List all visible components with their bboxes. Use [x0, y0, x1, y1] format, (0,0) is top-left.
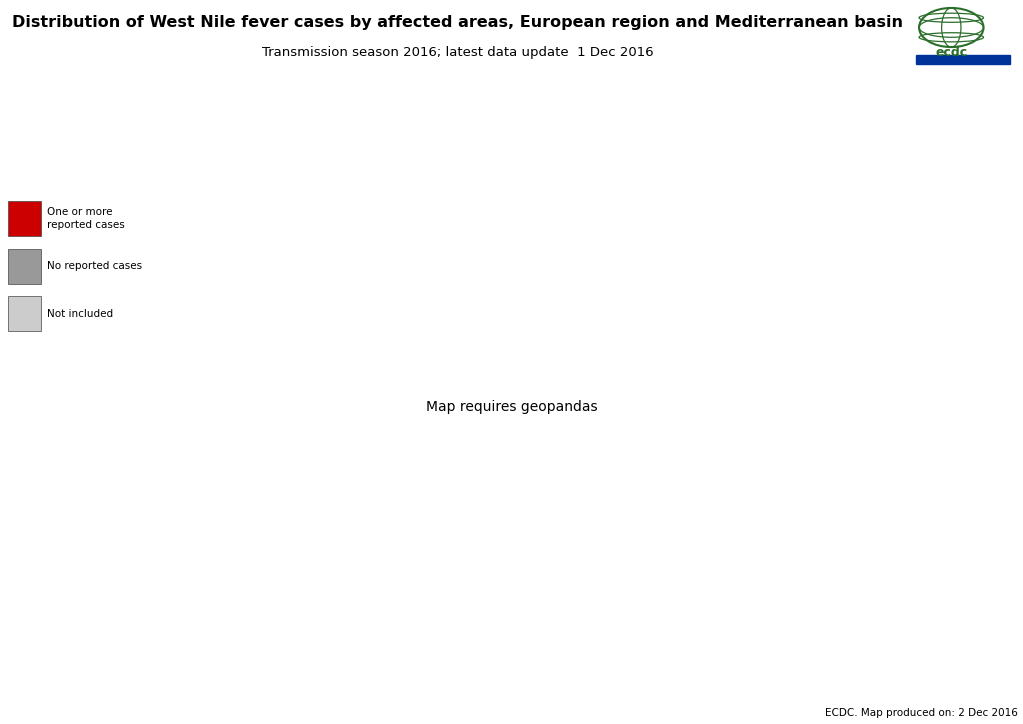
FancyBboxPatch shape [8, 296, 41, 332]
Bar [916, 55, 1011, 64]
Text: Map requires geopandas: Map requires geopandas [426, 400, 597, 414]
FancyBboxPatch shape [8, 201, 41, 236]
Text: Transmission season 2016; latest data update  1 Dec 2016: Transmission season 2016; latest data up… [262, 46, 654, 59]
Text: One or more
reported cases: One or more reported cases [47, 207, 125, 230]
Text: No reported cases: No reported cases [47, 261, 142, 272]
Text: Not included: Not included [47, 309, 113, 319]
Text: ECDC. Map produced on: 2 Dec 2016: ECDC. Map produced on: 2 Dec 2016 [825, 708, 1018, 718]
Text: ecdc: ecdc [935, 46, 968, 59]
Text: Distribution of West Nile fever cases by affected areas, European region and Med: Distribution of West Nile fever cases by… [12, 14, 903, 30]
FancyBboxPatch shape [8, 248, 41, 284]
